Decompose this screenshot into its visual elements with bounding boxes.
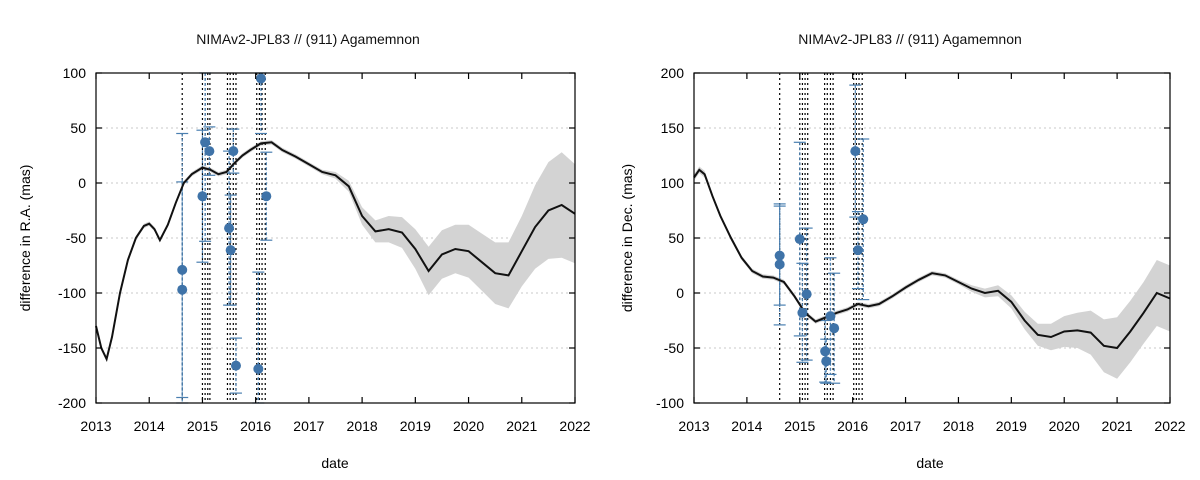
ra-data-point bbox=[177, 264, 188, 275]
ra-y-tick-label: 50 bbox=[70, 120, 86, 136]
ra-data-point bbox=[200, 137, 211, 148]
ra-x-tick-label: 2021 bbox=[506, 418, 537, 434]
dec-data-point bbox=[774, 259, 785, 270]
dec-y-tick-label: 0 bbox=[676, 285, 684, 301]
dec-data-point bbox=[774, 250, 785, 261]
ra-y-axis-label: difference in R.A. (mas) bbox=[17, 165, 33, 312]
ra-data-point bbox=[253, 363, 264, 374]
ra-data-point bbox=[197, 191, 208, 202]
ra-difference-line bbox=[95, 141, 576, 362]
dec-x-tick-label: 2015 bbox=[784, 418, 815, 434]
dec-y-tick-label: 100 bbox=[661, 175, 685, 191]
dec-x-tick-label: 2017 bbox=[890, 418, 921, 434]
ra-x-tick-label: 2014 bbox=[134, 418, 165, 434]
dec-data-point bbox=[829, 323, 840, 334]
dec-x-axis-label: date bbox=[916, 455, 943, 471]
ra-y-tick-label: -200 bbox=[58, 395, 86, 411]
dec-panel: NIMAv2-JPL83 // (911) Agamemnon date dif… bbox=[619, 31, 1186, 471]
ra-chart-title: NIMAv2-JPL83 // (911) Agamemnon bbox=[196, 31, 420, 47]
dec-y-tick-label: -50 bbox=[664, 340, 684, 356]
dec-data-point bbox=[797, 307, 808, 318]
dec-data-point bbox=[801, 289, 812, 300]
dec-y-tick-label: 200 bbox=[661, 65, 685, 81]
dec-data-point bbox=[858, 214, 869, 225]
ra-data-point bbox=[255, 73, 266, 84]
dec-x-tick-label: 2022 bbox=[1154, 418, 1185, 434]
dec-data-point bbox=[852, 245, 863, 256]
ra-x-tick-label: 2017 bbox=[293, 418, 324, 434]
ra-y-tick-label: 100 bbox=[63, 65, 87, 81]
ra-x-tick-label: 2019 bbox=[400, 418, 431, 434]
ra-x-tick-label: 2015 bbox=[187, 418, 218, 434]
ra-x-tick-label: 2016 bbox=[240, 418, 271, 434]
dec-data-point bbox=[825, 311, 836, 322]
dec-x-tick-label: 2013 bbox=[678, 418, 709, 434]
dec-x-tick-label: 2019 bbox=[996, 418, 1027, 434]
ra-panel: NIMAv2-JPL83 // (911) Agamemnon date dif… bbox=[17, 31, 591, 471]
ra-x-axis-label: date bbox=[321, 455, 348, 471]
ra-x-tick-label: 2020 bbox=[453, 418, 484, 434]
ra-data-point bbox=[225, 245, 236, 256]
dec-difference-line bbox=[693, 168, 1171, 350]
ra-x-tick-label: 2013 bbox=[80, 418, 111, 434]
ra-data-point bbox=[230, 360, 241, 371]
ra-uncertainty-band bbox=[96, 140, 575, 362]
ra-x-tick-label: 2022 bbox=[559, 418, 590, 434]
ra-y-tick-label: 0 bbox=[78, 175, 86, 191]
dec-data-point bbox=[821, 356, 832, 367]
dec-data-point bbox=[850, 146, 861, 157]
ra-x-tick-label: 2018 bbox=[347, 418, 378, 434]
ra-y-tick-label: -100 bbox=[58, 285, 86, 301]
dec-y-tick-label: -100 bbox=[656, 395, 684, 411]
dec-x-tick-label: 2021 bbox=[1102, 418, 1133, 434]
ra-data-point bbox=[261, 191, 272, 202]
ra-data-point bbox=[228, 146, 239, 157]
ra-y-tick-label: -150 bbox=[58, 340, 86, 356]
dec-x-tick-label: 2018 bbox=[943, 418, 974, 434]
dec-x-tick-label: 2020 bbox=[1049, 418, 1080, 434]
ra-data-point bbox=[224, 223, 235, 234]
ra-data-point bbox=[177, 284, 188, 295]
dec-data-point bbox=[794, 234, 805, 245]
dec-data-point bbox=[820, 346, 831, 357]
ra-y-tick-label: -50 bbox=[66, 230, 86, 246]
dec-chart-title: NIMAv2-JPL83 // (911) Agamemnon bbox=[798, 31, 1022, 47]
dec-y-tick-label: 150 bbox=[661, 120, 685, 136]
dec-y-axis-label: difference in Dec. (mas) bbox=[619, 164, 635, 312]
dec-x-tick-label: 2014 bbox=[731, 418, 762, 434]
dec-y-tick-label: 50 bbox=[668, 230, 684, 246]
ra-data-point bbox=[204, 146, 215, 157]
dec-x-tick-label: 2016 bbox=[837, 418, 868, 434]
